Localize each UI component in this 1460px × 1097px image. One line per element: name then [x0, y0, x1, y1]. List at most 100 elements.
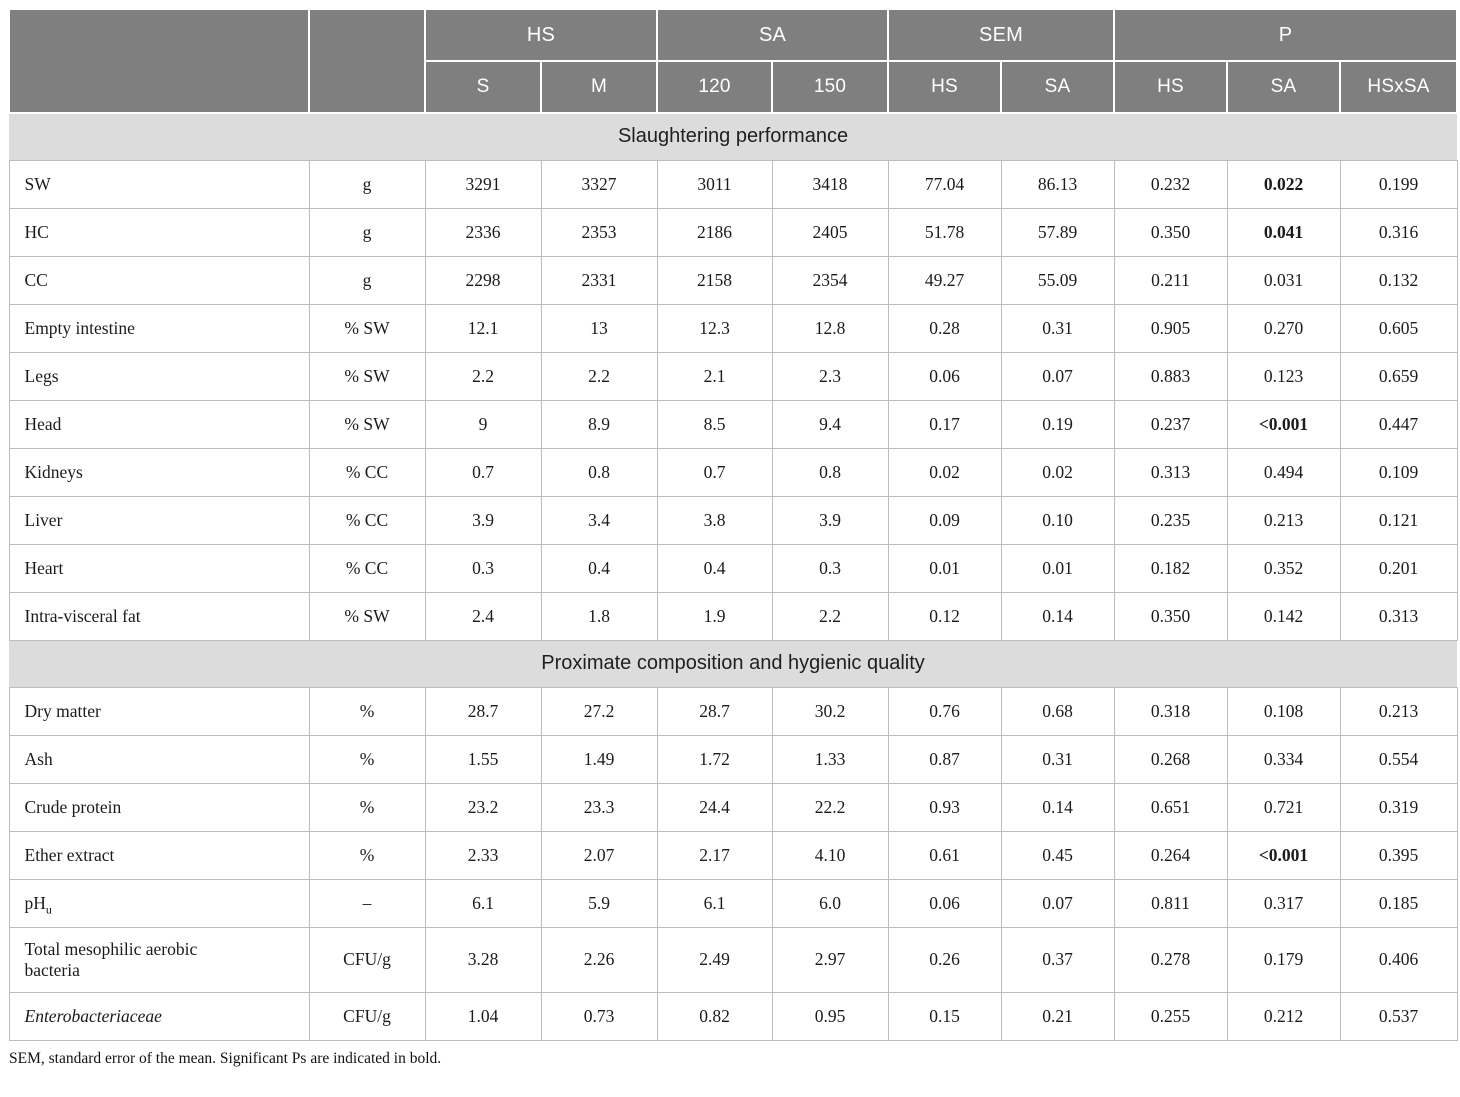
value-cell: 0.15 — [887, 991, 1002, 1041]
value-cell: 0.721 — [1226, 782, 1341, 832]
value-cell: 9 — [424, 399, 542, 449]
unit-cell: % CC — [308, 447, 426, 497]
value-cell: 0.26 — [887, 926, 1002, 993]
header-subcol-sem-hs: HS — [887, 60, 1002, 114]
value-cell: 6.1 — [656, 878, 773, 928]
table-row: CC g 2298 2331 2158 2354 49.27 55.09 0.211 0.031 0… — [8, 255, 1458, 305]
value-cell: 0.132 — [1339, 255, 1458, 305]
value-cell: 0.182 — [1113, 543, 1228, 593]
value-cell: 0.7 — [424, 447, 542, 497]
row-label: Head — [8, 399, 310, 449]
header-subcol-p-hsxsa: HSxSA — [1339, 60, 1459, 114]
value-cell: 77.04 — [887, 159, 1002, 209]
value-cell: 0.68 — [1000, 686, 1115, 736]
value-cell: 0.334 — [1226, 734, 1341, 784]
value-cell: 1.72 — [656, 734, 773, 784]
row-label-subscript: u — [45, 902, 52, 916]
value-cell: 22.2 — [771, 782, 889, 832]
value-cell: 49.27 — [887, 255, 1002, 305]
value-cell: 3011 — [656, 159, 773, 209]
value-cell: 0.02 — [887, 447, 1002, 497]
unit-cell: % — [308, 734, 426, 784]
value-cell: 0.270 — [1226, 303, 1341, 353]
value-cell: 0.109 — [1339, 447, 1458, 497]
value-cell: 3.28 — [424, 926, 542, 993]
value-cell: 0.232 — [1113, 159, 1228, 209]
value-cell: 0.31 — [1000, 734, 1115, 784]
value-cell: 8.5 — [656, 399, 773, 449]
value-cell: 9.4 — [771, 399, 889, 449]
header-group-hs: HS — [424, 8, 658, 62]
value-cell: 2.2 — [771, 591, 889, 641]
value-cell: 2353 — [540, 207, 658, 257]
value-cell: 0.235 — [1113, 495, 1228, 545]
header-empty-label-cell — [8, 8, 310, 114]
unit-cell: % CC — [308, 543, 426, 593]
value-cell: <0.001 — [1226, 399, 1341, 449]
value-cell: 0.319 — [1339, 782, 1458, 832]
value-cell: 3.4 — [540, 495, 658, 545]
unit-cell: % CC — [308, 495, 426, 545]
value-cell: 2.3 — [771, 351, 889, 401]
value-cell: 0.651 — [1113, 782, 1228, 832]
value-cell: 2.97 — [771, 926, 889, 993]
row-label: Ash — [8, 734, 310, 784]
value-cell: 0.213 — [1226, 495, 1341, 545]
section-row: Proximate composition and hygienic quali… — [9, 639, 1458, 688]
value-cell: 2.49 — [656, 926, 773, 993]
value-cell: 0.352 — [1226, 543, 1341, 593]
value-cell: 2186 — [656, 207, 773, 257]
unit-cell: % — [308, 782, 426, 832]
value-cell: 0.76 — [887, 686, 1002, 736]
value-cell: 0.01 — [887, 543, 1002, 593]
value-cell: 0.02 — [1000, 447, 1115, 497]
value-cell: 0.142 — [1226, 591, 1341, 641]
value-cell: 0.37 — [1000, 926, 1115, 993]
value-cell: 3.8 — [656, 495, 773, 545]
row-label: HC — [8, 207, 310, 257]
table-row: Enterobacteriaceae CFU/g 1.04 0.73 0.82 0.95 0… — [8, 991, 1458, 1041]
value-cell: 4.10 — [771, 830, 889, 880]
table-row: Ash% 1.55 1.49 1.72 1.33 0.87 0.31 0.268 0.334 0.… — [8, 734, 1458, 784]
value-cell: 0.237 — [1113, 399, 1228, 449]
footnote: SEM, standard error of the mean. Signifi… — [9, 1049, 442, 1067]
value-cell: 2336 — [424, 207, 542, 257]
value-cell: 0.108 — [1226, 686, 1341, 736]
value-cell: 0.199 — [1339, 159, 1458, 209]
row-label: Dry matter — [8, 686, 310, 736]
unit-cell: g — [308, 255, 426, 305]
value-cell: 0.537 — [1339, 991, 1458, 1041]
table-row: HC g 2336 2353 2186 2405 51.78 57.89 0.350 0.041 0… — [8, 207, 1458, 257]
value-cell: 28.7 — [424, 686, 542, 736]
value-cell: 0.09 — [887, 495, 1002, 545]
value-cell: <0.001 — [1226, 830, 1341, 880]
value-cell: 0.212 — [1226, 991, 1341, 1041]
unit-cell: CFU/g — [308, 991, 426, 1041]
value-cell: 0.123 — [1226, 351, 1341, 401]
value-cell: 0.4 — [656, 543, 773, 593]
value-cell: 57.89 — [1000, 207, 1115, 257]
value-cell: 2298 — [424, 255, 542, 305]
value-cell: 1.8 — [540, 591, 658, 641]
value-cell: 0.031 — [1226, 255, 1341, 305]
row-label: Ether extract — [8, 830, 310, 880]
unit-cell: – — [308, 878, 426, 928]
value-cell: 5.9 — [540, 878, 658, 928]
value-cell: 51.78 — [887, 207, 1002, 257]
table-row: Empty intestine% SW 12.1 13 12.3 12.8 0.28 0.3… — [8, 303, 1458, 353]
value-cell: 13 — [540, 303, 658, 353]
value-cell: 0.07 — [1000, 878, 1115, 928]
header-subcol-p-sa: SA — [1226, 60, 1342, 114]
value-cell: 0.14 — [1000, 782, 1115, 832]
unit-cell: % SW — [308, 591, 426, 641]
section-title: Proximate composition and hygienic quali… — [9, 639, 1458, 688]
value-cell: 0.350 — [1113, 591, 1228, 641]
value-cell: 0.21 — [1000, 991, 1115, 1041]
value-cell: 0.213 — [1339, 686, 1458, 736]
value-cell: 0.12 — [887, 591, 1002, 641]
value-cell: 0.06 — [887, 878, 1002, 928]
value-cell: 12.3 — [656, 303, 773, 353]
unit-cell: % — [308, 830, 426, 880]
value-cell: 0.316 — [1339, 207, 1458, 257]
value-cell: 0.14 — [1000, 591, 1115, 641]
